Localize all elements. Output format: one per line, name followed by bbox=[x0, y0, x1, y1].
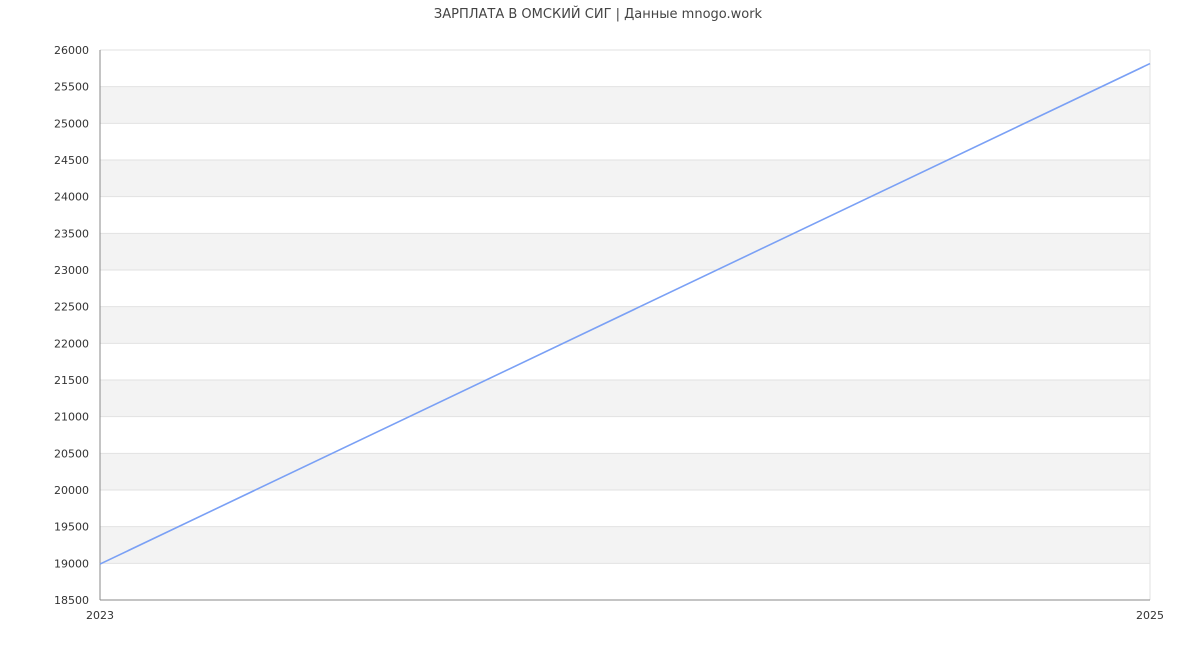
y-tick-label: 20500 bbox=[54, 447, 89, 460]
y-tick-label: 24000 bbox=[54, 191, 89, 204]
y-tick-label: 25000 bbox=[54, 117, 89, 130]
grid-band bbox=[100, 380, 1150, 417]
y-tick-label: 24500 bbox=[54, 154, 89, 167]
x-tick-label: 2025 bbox=[1136, 609, 1164, 622]
y-tick-label: 23500 bbox=[54, 227, 89, 240]
grid-band bbox=[100, 306, 1150, 344]
y-tick-label: 19500 bbox=[54, 521, 89, 534]
chart-title: ЗАРПЛАТА В ОМСКИЙ СИГ | Данные mnogo.wor… bbox=[434, 6, 763, 22]
grid-band bbox=[100, 453, 1150, 490]
grid-band bbox=[100, 160, 1150, 197]
y-tick-label: 25500 bbox=[54, 81, 89, 94]
x-tick-label: 2023 bbox=[86, 609, 114, 622]
y-tick-label: 21000 bbox=[54, 411, 89, 424]
y-tick-label: 21500 bbox=[54, 374, 89, 387]
series-line bbox=[99, 62, 1151, 565]
y-tick-label: 23000 bbox=[54, 264, 89, 277]
y-tick-label: 19000 bbox=[54, 557, 89, 570]
grid-band bbox=[100, 526, 1150, 564]
y-tick-label: 20000 bbox=[54, 484, 89, 497]
y-tick-label: 18500 bbox=[54, 594, 89, 607]
grid-band bbox=[100, 233, 1150, 270]
grid-band bbox=[100, 86, 1150, 124]
y-tick-label: 22000 bbox=[54, 337, 89, 350]
y-tick-label: 22500 bbox=[54, 301, 89, 314]
y-tick-label: 26000 bbox=[54, 44, 89, 57]
